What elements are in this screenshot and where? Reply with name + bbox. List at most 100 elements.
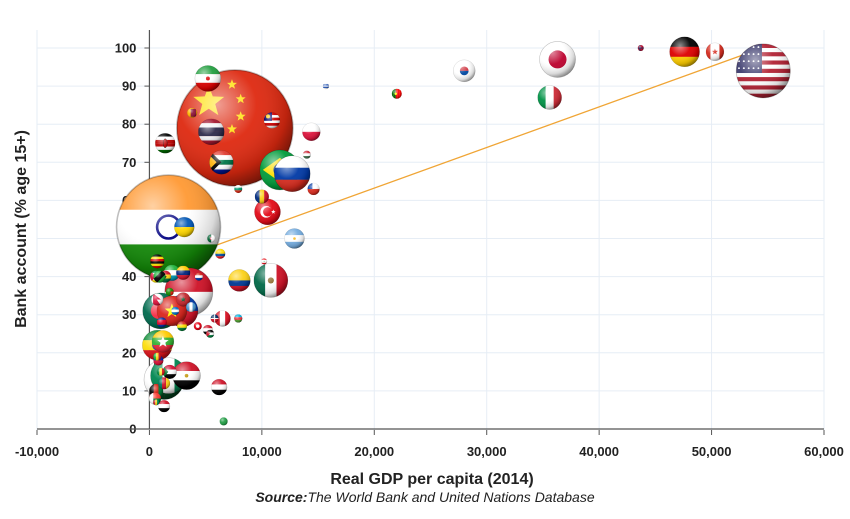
sphere-outline (175, 69, 294, 187)
sphere-shading (669, 36, 700, 67)
sphere-shading (254, 189, 269, 204)
y-tick-label: 100 (115, 41, 137, 56)
sphere-outline (156, 295, 188, 327)
sphere-shading (151, 293, 164, 306)
bubble-uganda (150, 254, 165, 269)
sphere-outline (187, 107, 198, 118)
y-tick-label: 40 (122, 269, 136, 284)
x-tick-label: 10,000 (242, 444, 282, 459)
sphere-outline (211, 378, 228, 396)
bubble-zambia (165, 287, 174, 296)
sphere-outline (153, 399, 160, 406)
bubble-india (115, 174, 222, 280)
sphere-outline (537, 85, 562, 110)
sphere-outline (156, 317, 167, 328)
sphere-shading (151, 330, 174, 353)
sphere-outline (391, 88, 402, 99)
sphere-shading (705, 42, 724, 61)
trendline (166, 47, 763, 264)
y-tick-label: 10 (122, 383, 136, 398)
sphere-outline (176, 265, 191, 280)
bubble-argentina (284, 228, 305, 249)
sphere-outline (735, 43, 791, 99)
sphere-outline (206, 329, 215, 338)
sphere-outline (273, 155, 311, 192)
sphere-shading (171, 306, 180, 315)
sphere-outline (157, 377, 171, 390)
y-axis-title: Bank account (% age 15+) (13, 130, 30, 328)
sphere-shading (198, 118, 225, 145)
sphere-outline (165, 287, 174, 296)
sphere-outline (219, 417, 228, 426)
sphere-outline (234, 184, 243, 194)
bubble-portugal (391, 88, 402, 99)
sphere-shading (207, 234, 216, 243)
bubble-south-africa (209, 150, 234, 175)
sphere-shading (302, 122, 321, 141)
sphere-shading (177, 321, 188, 332)
sphere-outline (193, 322, 202, 331)
bubble-azerbaijan (234, 314, 243, 323)
sphere-shading (254, 198, 281, 225)
bubble-tunisia (193, 322, 202, 331)
sphere-outline (194, 272, 203, 281)
sphere-outline (174, 216, 195, 238)
sphere-shading (219, 417, 228, 426)
sphere-shading (194, 65, 221, 92)
x-tick-label: 20,000 (354, 444, 394, 459)
bubble-sri-lanka (187, 107, 198, 118)
x-axis-title: Real GDP per capita (2014) (330, 471, 533, 488)
bubble-hungary (302, 150, 311, 159)
sphere-shading (206, 329, 215, 338)
sphere-shading (637, 45, 644, 51)
sphere-outline (153, 352, 162, 361)
sphere-shading (165, 287, 174, 296)
bubble-japan (539, 41, 576, 78)
y-tick-label: 90 (122, 79, 136, 94)
sphere-shading (193, 322, 202, 331)
bubble-romania (254, 189, 269, 204)
bubble-turkey (254, 198, 281, 226)
sphere-shading (263, 112, 280, 129)
bubble-bulgaria (234, 184, 243, 194)
bubble-thailand (198, 118, 225, 146)
sphere-outline (198, 118, 225, 146)
sphere-outline (194, 65, 222, 92)
bubble-tanzania (153, 270, 166, 283)
sphere-shading (274, 155, 311, 192)
x-tick-label: 40,000 (579, 444, 619, 459)
sphere-shading (284, 228, 305, 249)
sphere-shading (153, 399, 160, 406)
bubble-guatemala (185, 302, 197, 313)
bubble-yemen (157, 400, 171, 413)
bubble-iran (194, 65, 222, 92)
bubble-usa (735, 43, 791, 99)
sphere-outline (669, 36, 700, 68)
sphere-shading (155, 133, 176, 154)
sphere-outline (705, 42, 725, 61)
y-tick-label: 70 (122, 155, 136, 170)
sphere-outline (155, 133, 176, 154)
sphere-shading (234, 184, 243, 193)
bubble-lebanon (261, 258, 268, 265)
sphere-shading (156, 367, 165, 376)
bubble-guinea (153, 399, 160, 406)
bubble-venezuela (176, 265, 191, 280)
bubble-cameroon (157, 377, 171, 390)
y-tick-label: 20 (122, 345, 136, 360)
sphere-shading (176, 70, 293, 187)
bubble-russia (273, 155, 311, 192)
sphere-outline (307, 182, 320, 196)
bubble-bolivia (176, 321, 188, 332)
sphere-shading (194, 272, 203, 281)
bubble-chile (307, 182, 320, 196)
sphere-shading (176, 292, 191, 307)
sphere-outline (150, 254, 165, 269)
bubble-dominican-republic (210, 314, 219, 323)
source-text: The World Bank and United Nations Databa… (307, 489, 595, 505)
bubble-senegal (156, 367, 165, 376)
bubble-iraq (211, 378, 228, 396)
x-tick-label: 0 (146, 444, 153, 459)
